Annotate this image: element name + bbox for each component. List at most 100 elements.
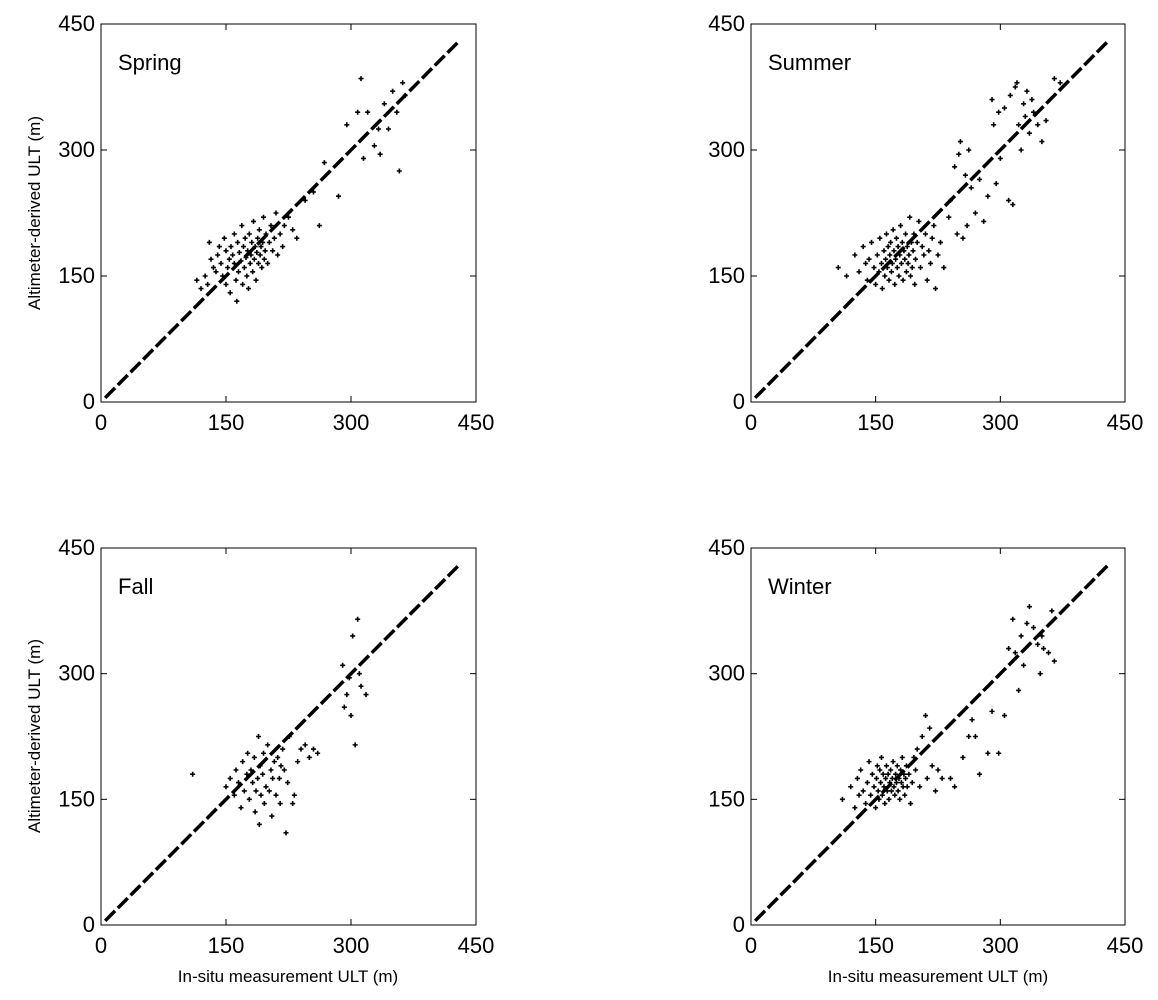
data-point xyxy=(835,265,841,271)
data-point xyxy=(896,775,902,781)
x-tick-label: 300 xyxy=(333,933,370,958)
data-point xyxy=(1018,633,1024,639)
data-point xyxy=(365,109,371,115)
data-point xyxy=(256,821,262,827)
data-point xyxy=(902,792,908,798)
data-point xyxy=(883,256,889,262)
data-point xyxy=(871,265,877,271)
data-point xyxy=(875,788,881,794)
data-point xyxy=(931,223,937,229)
data-point xyxy=(977,176,983,182)
data-point xyxy=(947,197,953,203)
data-point xyxy=(897,796,903,802)
y-tick-label: 300 xyxy=(708,137,745,162)
x-tick-label: 450 xyxy=(1107,933,1144,958)
y-tick-label: 0 xyxy=(83,389,95,414)
data-point xyxy=(315,750,321,756)
data-point xyxy=(929,763,935,769)
y-tick-label: 450 xyxy=(58,535,95,560)
y-tick-label: 0 xyxy=(733,912,745,937)
data-point xyxy=(907,214,913,220)
data-point xyxy=(263,231,269,237)
data-point xyxy=(993,181,999,187)
one-to-one-line xyxy=(753,39,1110,400)
data-point xyxy=(888,767,894,773)
data-point xyxy=(972,734,978,739)
data-point xyxy=(873,775,879,781)
data-point xyxy=(255,775,261,781)
y-tick-label: 300 xyxy=(58,661,95,686)
x-ticks: 0 150 300 450 xyxy=(745,24,1143,435)
data-point xyxy=(909,780,915,786)
data-point xyxy=(295,759,301,765)
data-point xyxy=(251,218,256,224)
data-point xyxy=(270,775,276,781)
data-point xyxy=(255,235,261,241)
y-tick-label: 300 xyxy=(58,137,95,162)
data-point xyxy=(899,754,905,760)
data-point xyxy=(223,281,229,287)
data-point xyxy=(1010,202,1016,208)
data-point xyxy=(1021,662,1027,668)
data-point xyxy=(1039,633,1045,639)
data-point xyxy=(935,767,941,773)
data-point xyxy=(236,249,242,255)
data-point xyxy=(927,725,933,731)
data-point xyxy=(271,759,277,765)
data-point xyxy=(947,775,953,781)
data-point xyxy=(985,750,991,756)
data-point xyxy=(244,771,250,777)
data-point xyxy=(1051,76,1057,82)
data-point xyxy=(386,126,391,132)
data-point xyxy=(283,830,289,836)
data-point xyxy=(997,155,1003,161)
data-point xyxy=(321,160,327,166)
data-point xyxy=(894,763,900,769)
data-point xyxy=(241,265,247,271)
data-point xyxy=(234,298,240,304)
data-point xyxy=(240,759,246,765)
data-point xyxy=(228,244,234,250)
data-point xyxy=(250,780,256,786)
data-point xyxy=(231,231,237,237)
panel-title: Fall xyxy=(118,574,153,599)
panel-fall: 0 150 300 450 0 150 300 450 Fall Altimeter-der… xyxy=(25,535,494,986)
x-tick-label: 300 xyxy=(333,410,370,435)
data-point xyxy=(355,109,361,115)
y-tick-label: 450 xyxy=(708,535,745,560)
data-point xyxy=(985,193,991,199)
data-point xyxy=(956,151,962,157)
data-point xyxy=(290,801,296,807)
data-point xyxy=(190,771,196,777)
data-point xyxy=(390,88,396,94)
data-point xyxy=(879,792,885,798)
x-tick-label: 450 xyxy=(458,933,495,958)
data-point xyxy=(280,746,286,752)
data-point xyxy=(253,277,259,283)
data-point xyxy=(878,260,884,266)
data-point xyxy=(276,775,282,781)
data-point xyxy=(239,223,245,229)
data-points xyxy=(190,616,369,836)
data-point xyxy=(1035,122,1041,128)
data-point xyxy=(908,239,914,245)
data-point xyxy=(1041,646,1047,652)
data-point xyxy=(893,780,899,786)
data-point xyxy=(898,780,904,786)
data-point xyxy=(1026,604,1032,610)
data-point xyxy=(268,767,274,773)
data-point xyxy=(352,742,358,748)
data-point xyxy=(941,265,947,271)
data-point xyxy=(864,277,870,283)
data-point xyxy=(888,788,894,794)
data-point xyxy=(848,784,854,790)
data-points xyxy=(839,604,1057,811)
data-point xyxy=(957,139,963,145)
data-point xyxy=(402,92,408,98)
data-point xyxy=(238,805,244,811)
data-point xyxy=(876,269,882,275)
data-point xyxy=(913,256,919,262)
data-point xyxy=(277,231,283,237)
data-point xyxy=(286,214,291,220)
data-point xyxy=(886,796,892,802)
